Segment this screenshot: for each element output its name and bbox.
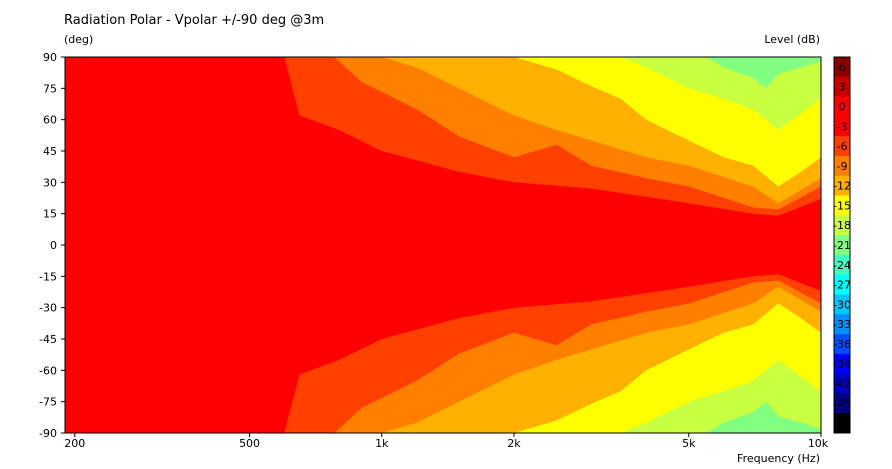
x-tick-label: 2k [507,437,521,450]
y-tick-label: -60 [39,364,57,377]
x-tick-label: 1k [375,437,389,450]
colorbar-swatch [834,254,850,276]
y-tick-label: 75 [43,82,57,95]
colorbar-level-label: 6 [839,61,846,74]
colorbar-level-label: -30 [833,298,851,311]
contour-band-lower-m21 [65,401,821,433]
y-tick-label: 90 [43,51,57,64]
colorbar-swatch [834,413,850,434]
y-tick-label: -75 [39,396,57,409]
colorbar-label: Level (dB) [764,33,820,46]
x-axis-label: Frequency (Hz) [737,452,820,465]
colorbar-swatch [834,274,850,295]
x-tick-label: 500 [239,437,260,450]
colorbar-frame [833,56,851,434]
x-tick-label: 5k [682,437,696,450]
x-tick-label: 200 [64,437,85,450]
colorbar-swatch [834,57,850,78]
y-axis-ticks: 90 75 60 45 30 15 0 -15 -30 -45 -60 -75 -90 [39,51,65,440]
colorbar-level-label: 3 [839,81,846,94]
colorbar-level-label: -3 [837,120,848,133]
colorbar-swatch [834,393,850,414]
colorbar-swatch [834,334,850,355]
contour-fill-layer [65,57,821,433]
colorbar-level-label: -21 [833,239,851,252]
contour-band-upper-m21 [65,57,821,89]
colorbar: 6 3 0 -3 -6 -9 -12 -15 -18 -21 -24 -27 -30 -33 -36 -39 -… [833,56,851,434]
colorbar-swatch [834,96,850,117]
y-axis-label: (deg) [64,33,93,46]
colorbar-swatch [834,314,850,335]
y-tick-label: 45 [43,145,57,158]
colorbar-level-label: -27 [833,279,851,292]
colorbar-level-label: -36 [833,338,851,351]
colorbar-swatch [834,353,850,375]
colorbar-swatch [834,116,850,137]
colorbar-swatch [834,373,850,394]
colorbar-level-label: -18 [833,219,851,232]
y-tick-label: -90 [39,427,57,440]
y-tick-label: -15 [39,270,57,283]
colorbar-swatch [834,76,850,98]
x-axis-ticks: 200 500 1k 2k 5k 10k [64,433,829,450]
colorbar-swatch [834,235,850,256]
y-tick-label: -45 [39,333,57,346]
colorbar-level-label: -48 [833,417,851,430]
colorbar-level-label: -6 [837,140,848,153]
x-tick-label: 10k [808,437,829,450]
colorbar-level-label: -39 [833,358,851,371]
colorbar-level-label: -12 [833,180,851,193]
colorbar-level-label: -15 [833,199,851,212]
colorbar-level-label: -24 [833,259,851,272]
colorbar-swatch [834,195,850,216]
y-tick-label: 15 [43,208,57,221]
colorbar-level-label: -45 [833,397,851,410]
y-tick-label: -30 [39,302,57,315]
contour-band-lower-m15 [65,303,821,433]
colorbar-level-label: 0 [839,100,846,113]
colorbar-swatch [834,155,850,177]
colorbar-swatch [834,294,850,315]
y-tick-label: 60 [43,114,57,127]
colorbar-level-label: -33 [833,318,851,331]
colorbar-swatch [834,215,850,236]
colorbar-swatch [834,136,850,157]
colorbar-level-label: -9 [837,160,848,173]
colorbar-level-label: -42 [833,378,851,391]
colorbar-swatch [834,175,850,197]
y-tick-label: 0 [50,239,57,252]
chart-title: Radiation Polar - Vpolar +/-90 deg @3m [64,13,324,28]
y-tick-label: 30 [43,176,57,189]
contour-band-upper-m15 [65,57,821,187]
